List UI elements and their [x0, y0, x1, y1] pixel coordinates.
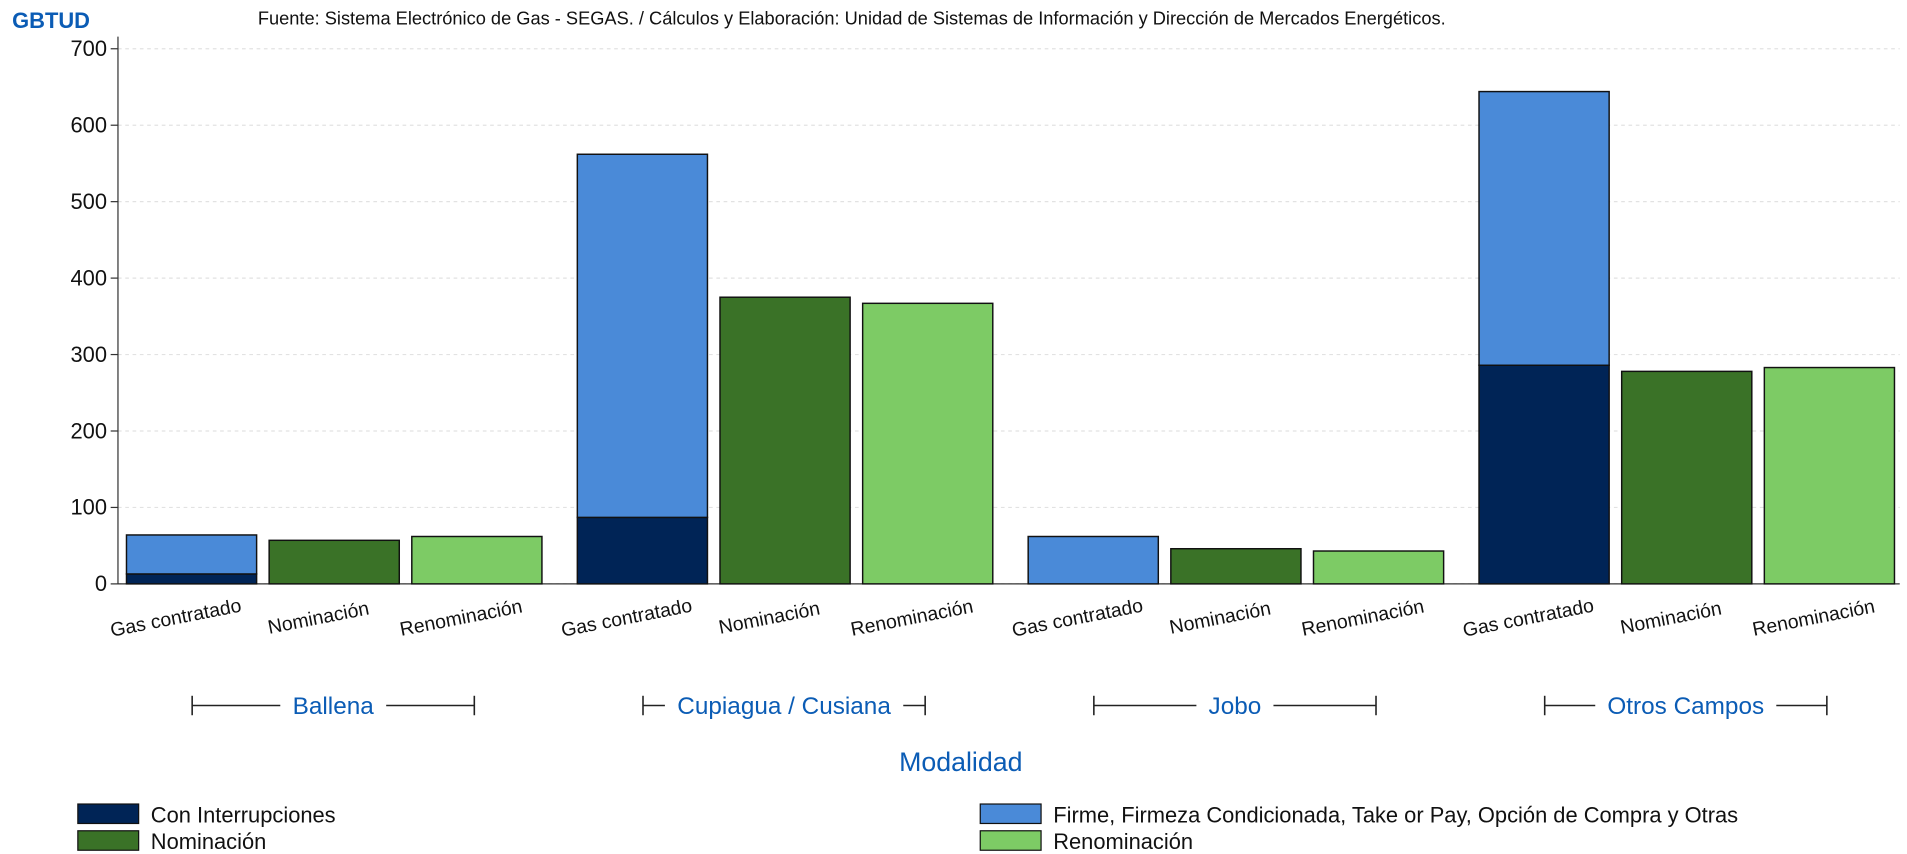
x-tick-label: Gas contratado [108, 595, 243, 642]
x-tick-label: Gas contratado [559, 595, 694, 642]
bar-segment [125, 573, 258, 585]
bar-segment [268, 539, 401, 585]
legend-label: Con Interrupciones [151, 802, 336, 827]
legend-label: Nominación [151, 829, 267, 854]
bar-segment [1620, 370, 1753, 585]
group-label: Ballena [293, 693, 375, 720]
x-tick-label: Nominación [1168, 598, 1273, 639]
x-tick-label: Renominación [398, 595, 524, 640]
bar-segment [861, 302, 994, 585]
legend-label: Renominación [1053, 829, 1193, 854]
y-tick-label: 500 [71, 189, 107, 214]
bar-segment [1763, 366, 1896, 585]
bar-segment [576, 153, 709, 519]
group-label: Otros Campos [1607, 693, 1764, 720]
y-tick-label: 200 [71, 418, 107, 443]
legend-swatch [979, 803, 1042, 825]
x-tick-label: Nominación [266, 598, 371, 639]
source-note: Fuente: Sistema Electrónico de Gas - SEG… [258, 7, 1446, 28]
bar-segment [1478, 364, 1610, 585]
x-axis-title: Modalidad [899, 747, 1022, 777]
x-tick-label: Gas contratado [1461, 595, 1596, 642]
y-tick-label: 0 [95, 571, 107, 596]
x-tick-label: Gas contratado [1010, 595, 1145, 642]
legend-swatch [77, 830, 140, 851]
bar-segment [1170, 547, 1302, 585]
bar-segment [1312, 550, 1445, 585]
x-tick-label: Renominación [849, 595, 975, 640]
group-label: Jobo [1209, 693, 1262, 720]
y-tick-label: 300 [71, 342, 107, 367]
x-tick-label: Nominación [1619, 598, 1724, 639]
y-tick-label: 100 [71, 495, 107, 520]
y-tick-label: 600 [71, 113, 107, 138]
bar-segment [576, 516, 709, 585]
bar-segment [1027, 535, 1160, 585]
x-tick-label: Renominación [1300, 595, 1426, 640]
unit-label: GBTUD [12, 8, 90, 33]
legend-swatch [979, 830, 1042, 851]
y-tick-label: 700 [71, 36, 107, 61]
bar-segment [411, 535, 543, 585]
x-tick-label: Nominación [717, 598, 822, 639]
bar-segment [125, 534, 258, 575]
bar-segment [1478, 90, 1610, 366]
x-tick-label: Renominación [1751, 595, 1877, 640]
legend-label: Firme, Firmeza Condicionada, Take or Pay… [1053, 802, 1738, 827]
bar-segment [719, 296, 851, 585]
y-tick-label: 400 [71, 265, 107, 290]
legend-swatch [77, 803, 140, 825]
group-label: Cupiagua / Cusiana [677, 693, 891, 720]
